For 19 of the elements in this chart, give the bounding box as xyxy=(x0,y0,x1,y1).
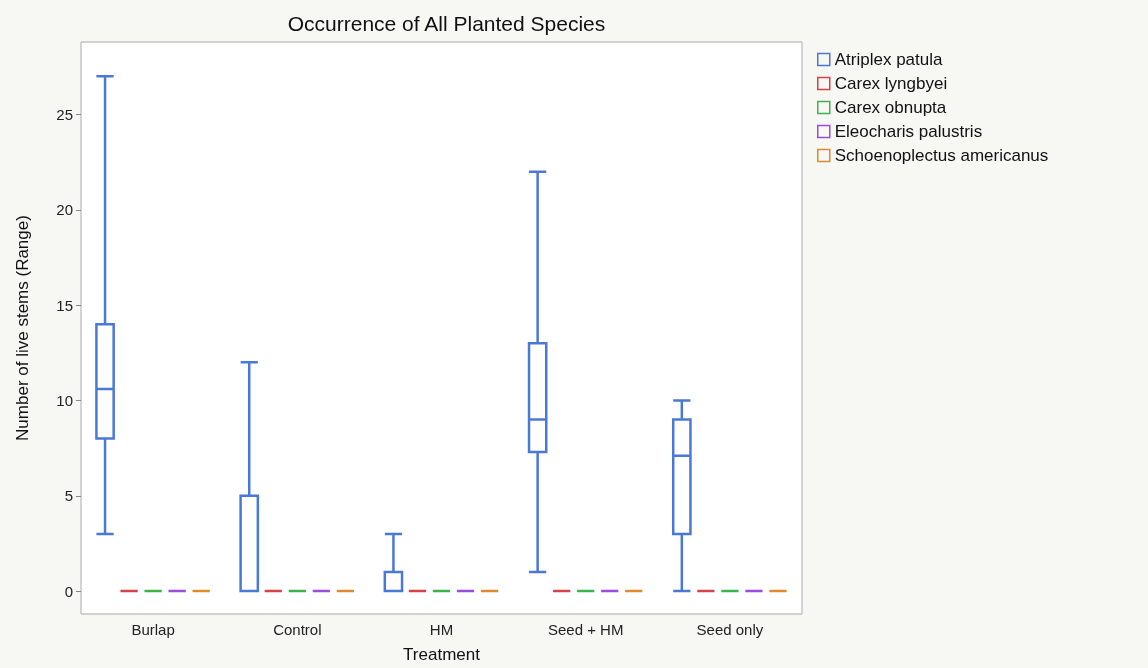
x-tick-label: Seed + HM xyxy=(547,621,624,638)
legend-label: Carex obnupta xyxy=(834,98,947,117)
y-tick-label: 5 xyxy=(64,487,73,505)
x-tick-label: Control xyxy=(273,621,322,638)
x-tick-label: Burlap xyxy=(131,621,175,638)
y-tick-label: 15 xyxy=(56,296,73,314)
legend-label: Carex lyngbyei xyxy=(834,74,948,93)
legend-label: Atriplex patula xyxy=(834,50,944,69)
x-axis-title: Treatment xyxy=(403,645,481,664)
legend-label: Schoenoplectus americanus xyxy=(834,146,1049,165)
legend-label: Eleocharis palustris xyxy=(834,122,983,141)
y-tick-label: 10 xyxy=(56,391,73,409)
x-tick-label: Seed only xyxy=(696,621,764,638)
y-axis-title: Number of live stems (Range) xyxy=(13,215,32,441)
y-tick-label: 20 xyxy=(56,201,73,219)
y-tick-label: 0 xyxy=(64,582,73,600)
x-tick-label: HM xyxy=(429,621,454,638)
y-tick-label: 25 xyxy=(56,105,73,123)
chart-title: Occurrence of All Planted Species xyxy=(287,12,606,35)
